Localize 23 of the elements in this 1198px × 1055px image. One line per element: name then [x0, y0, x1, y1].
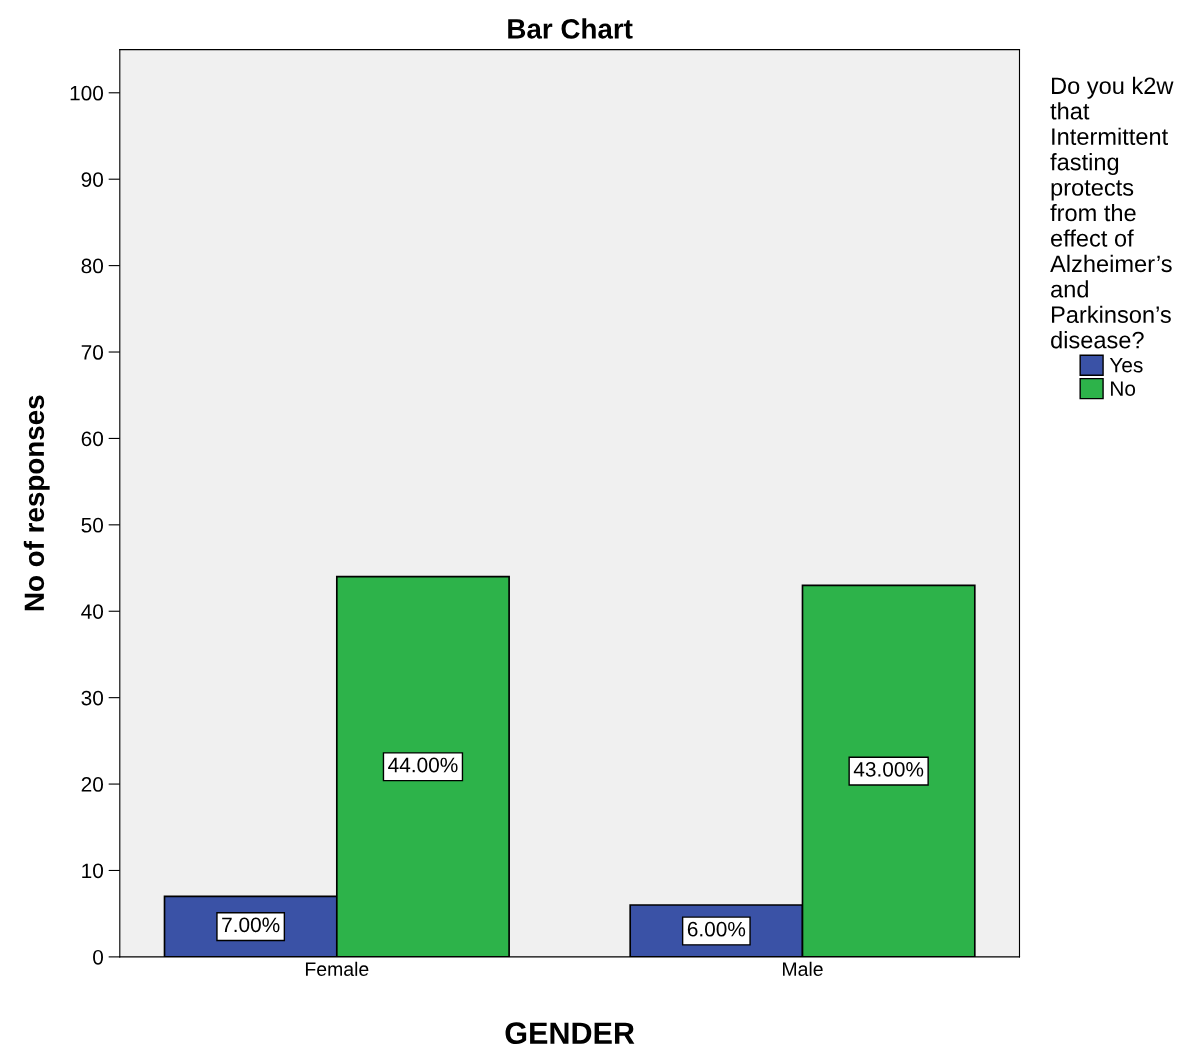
y-tick-label: 90 — [81, 172, 104, 187]
x-tick-label: Female — [305, 961, 369, 977]
x-axis-title: GENDER — [505, 1022, 635, 1044]
y-tick-label: 40 — [81, 604, 104, 619]
data-label: 7.00% — [222, 917, 280, 933]
y-tick-label: 70 — [81, 345, 104, 360]
y-tick-label: 10 — [82, 863, 104, 879]
y-tick-label: 30 — [81, 690, 104, 706]
y-tick-label: 0 — [93, 949, 104, 965]
y-tick-label: 100 — [70, 85, 104, 101]
chart-title: Bar Chart — [508, 18, 633, 39]
y-tick-label: 50 — [81, 517, 104, 533]
x-tick-label: Male — [783, 961, 823, 977]
data-label: 6.00% — [687, 921, 746, 937]
y-axis-title: No of responses — [23, 395, 50, 611]
data-label: 43.00% — [853, 761, 924, 777]
y-tick-label: 60 — [81, 431, 104, 447]
text: Do you k2w that Intermittent fasting protects from the effect of Alzheimer’s and Parkinson’s disease? — [1050, 76, 1174, 349]
data-label: 44.00% — [388, 757, 458, 773]
y-tick-label: 20 — [81, 777, 104, 792]
y-tick-label: 80 — [81, 258, 104, 274]
legend-label: No — [1111, 381, 1136, 396]
legend-label: Yes — [1109, 357, 1143, 373]
